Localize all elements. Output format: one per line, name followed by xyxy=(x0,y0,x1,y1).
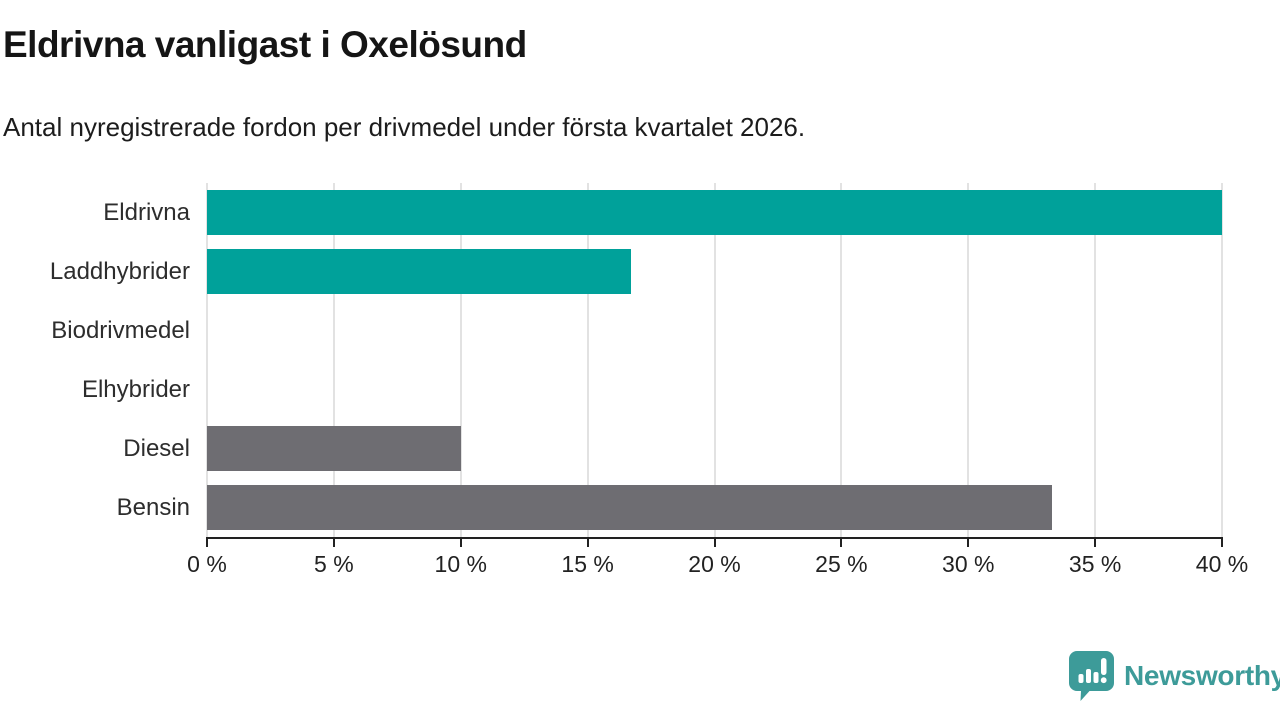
axis-tick xyxy=(1221,537,1223,547)
plot-area xyxy=(206,183,1223,537)
category-label: Eldrivna xyxy=(103,199,190,226)
gridline xyxy=(206,183,208,537)
page-title: Eldrivna vanligast i Oxelösund xyxy=(3,24,527,65)
category-axis-labels: Eldrivna Laddhybrider Biodrivmedel Elhybrid… xyxy=(0,183,190,537)
chart-row xyxy=(207,360,1222,419)
bar-eldrivna xyxy=(207,190,1222,235)
axis-tick-label: 20 % xyxy=(688,551,741,577)
axis-tick-label: 40 % xyxy=(1195,551,1249,577)
bar-diesel xyxy=(207,426,461,471)
chart-row xyxy=(207,242,1222,301)
axis-tick xyxy=(967,537,970,547)
axis-tick xyxy=(840,537,843,547)
bar-laddhybrider xyxy=(207,249,631,294)
axis-tick-label: 30 % xyxy=(942,551,995,577)
category-label: Elhybrider xyxy=(81,376,190,403)
category-label: Laddhybrider xyxy=(49,258,190,285)
gridline xyxy=(713,183,716,537)
axis-tick xyxy=(586,537,589,547)
axis-tick xyxy=(332,537,335,547)
x-axis: 0 % 5 % 10 % 15 % 20 % 25 % 30 % 35 % 40 % xyxy=(187,537,1248,597)
axis-tick xyxy=(1094,537,1097,547)
axis-tick-label: 15 % xyxy=(561,551,614,577)
gridline xyxy=(1221,183,1223,537)
chart-row xyxy=(207,419,1222,478)
axis-tick xyxy=(713,537,716,547)
brand-name: Newsworthy xyxy=(1124,659,1280,691)
axis-tick-label: 10 % xyxy=(434,551,487,577)
category-label: Bensin xyxy=(116,494,190,521)
axis-tick-label: 5 % xyxy=(314,551,354,577)
category-label: Biodrivmedel xyxy=(51,317,190,344)
gridline xyxy=(1094,183,1097,537)
brand-logo: Newsworthy xyxy=(1068,650,1280,701)
bar-bensin xyxy=(207,485,1052,530)
chart-row xyxy=(207,301,1222,360)
chart-row xyxy=(207,478,1222,537)
chart-row xyxy=(207,183,1222,242)
gridline xyxy=(459,183,462,537)
newsworthy-logo-icon xyxy=(1069,651,1114,701)
gridline xyxy=(332,183,335,537)
gridline xyxy=(840,183,843,537)
category-label: Diesel xyxy=(123,435,190,462)
chart-subtitle: Antal nyregistrerade fordon per drivmede… xyxy=(3,112,806,142)
axis-tick-label: 0 % xyxy=(187,551,227,577)
gridline xyxy=(586,183,589,537)
axis-tick-label: 25 % xyxy=(815,551,868,577)
axis-tick-label: 35 % xyxy=(1068,551,1122,577)
axis-tick xyxy=(206,537,208,547)
gridline xyxy=(967,183,970,537)
axis-tick xyxy=(459,537,462,547)
